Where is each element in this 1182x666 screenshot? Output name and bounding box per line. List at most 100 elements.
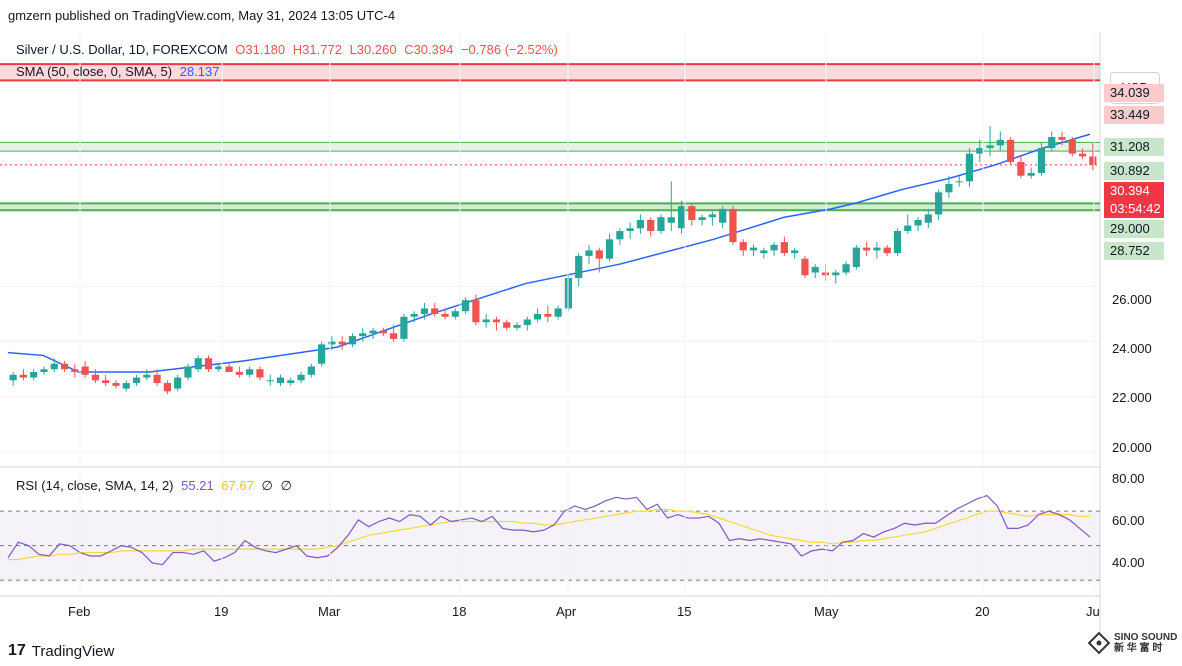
rsi-sma-line [8,508,1090,561]
candle-body [914,219,922,226]
rsi-value: 55.21 [181,478,214,493]
candle-body [19,374,28,378]
price-tag: 30.394 [1104,182,1164,200]
candle-body [204,358,213,370]
candle-body [369,330,377,334]
price-axis-label: 22.000 [1112,390,1152,405]
candle-body [791,250,799,254]
candle-body [420,308,429,314]
candle-body [965,153,974,182]
candle-body [801,258,809,276]
candle-body [739,242,747,251]
chart-frame[interactable]: Silver / U.S. Dollar, 1D, FOREXCOM O31.1… [0,32,1182,632]
candle-body [410,313,418,317]
candle-body [482,319,490,323]
candle-body [451,311,459,317]
candle-body [359,333,367,337]
price-tag: 34.039 [1104,84,1164,102]
tradingview-brand: TradingView [31,642,115,660]
candle-body [749,247,758,251]
candle-body [9,374,17,381]
time-axis-label: May [814,604,839,619]
candle-body [523,319,531,326]
candle-body [1048,137,1056,149]
candle-body [585,250,593,256]
candle-body [153,374,161,384]
candle-body [893,231,902,254]
candle-body [1027,172,1035,176]
candle-body [996,139,1004,146]
candle-body [50,363,58,370]
price-tag: 33.449 [1104,106,1164,124]
time-axis-label: 20 [975,604,990,619]
candle-body [616,231,624,240]
candle-body [729,208,737,243]
price-tag: 29.000 [1104,220,1164,238]
candle-body [318,344,326,364]
candle-body [688,206,696,220]
candle-body [842,264,850,273]
time-axis-label: 18 [452,604,467,619]
rsi-extra-2: ∅ [280,478,292,493]
candle-body [256,369,264,378]
candle-body [338,341,346,345]
candle-body [492,319,501,323]
candle-body [71,369,79,373]
candle-body [667,217,675,223]
candle-body [461,300,470,312]
price-tag: 28.752 [1104,242,1164,260]
candle-body [184,366,192,378]
price-change: −0.786 (−2.52%) [460,42,558,57]
price-axis-label: 20.000 [1112,440,1152,455]
rsi-legend: RSI (14, close, SMA, 14, 2) 55.21 67.67 … [16,478,296,494]
candle-body [636,219,645,229]
candle-body [708,214,716,218]
candle-body [1068,139,1076,154]
rsi-label: RSI (14, close, SMA, 14, 2) [16,478,174,493]
candle-body [904,225,912,232]
candlestick-chart[interactable] [0,32,1182,632]
ohlc-close: C30.394 [404,42,454,57]
candle-body [1006,139,1015,162]
symbol-legend: Silver / U.S. Dollar, 1D, FOREXCOM O31.1… [16,42,562,57]
resistance-zone [0,64,1100,81]
candle-body [811,266,819,273]
watermark-diamond-icon [1088,632,1110,654]
sma-legend: SMA (50, close, 0, SMA, 5) 28.137 [16,64,223,79]
sma-value: 28.137 [179,64,220,79]
candle-body [390,333,398,339]
sma-label: SMA (50, close, 0, SMA, 5) [16,64,173,79]
candle-body [143,374,151,378]
price-axis-label: 26.000 [1112,292,1152,307]
time-axis-label: Mar [318,604,341,619]
candle-body [863,247,871,251]
candle-body [544,313,552,317]
candle-body [246,369,254,375]
support-zone-upper [0,142,1100,152]
candle-body [1078,153,1087,157]
candle-body [533,313,542,320]
candle-body [1017,161,1025,176]
candle-body [400,316,408,339]
candle-body [379,330,387,334]
candle-body [1037,148,1046,173]
candle-body [1058,137,1066,140]
rsi-extra-1: ∅ [261,478,273,493]
sma-line [7,133,1091,373]
ohlc-high: H31.772 [292,42,342,57]
candle-body [719,208,727,223]
tradingview-logo[interactable]: 17 TradingView [8,642,114,660]
candle-body [225,366,233,373]
publisher-credit: gmzern published on TradingView.com, May… [8,8,396,23]
candle-body [122,383,130,389]
ohlc-open: O31.180 [235,42,286,57]
candle-body [112,383,120,386]
candle-body [276,377,285,384]
candle-body [307,366,315,375]
ohlc-low: L30.260 [349,42,397,57]
candle-body [102,380,110,384]
watermark-line-1: SINO SOUND [1114,632,1178,643]
candle-body [81,366,89,375]
candle-body [30,372,38,378]
candle-body [554,308,562,317]
